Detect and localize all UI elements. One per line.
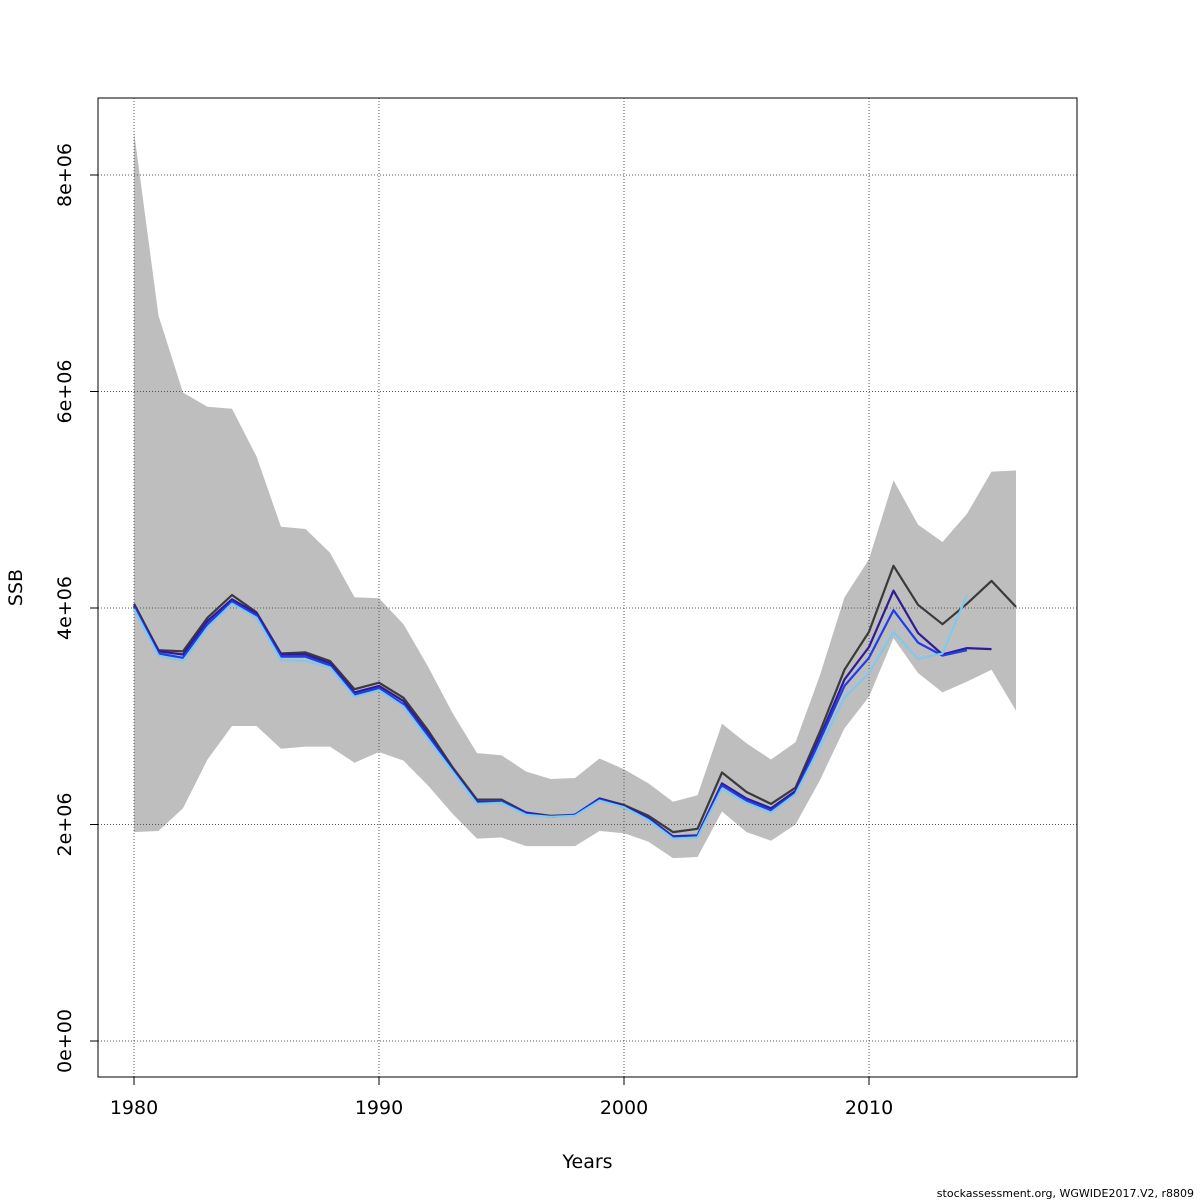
x-tick-label: 1980: [110, 1097, 158, 1119]
x-tick-label: 2000: [600, 1097, 648, 1119]
plot-frame: [97, 97, 1078, 1078]
confidence-band-layer: [134, 131, 1016, 859]
series-line-4: [133, 594, 969, 840]
x-tick-label: 2010: [845, 1097, 893, 1119]
y-tick-label: 6e+06: [54, 360, 76, 424]
grid-layer: [98, 98, 1077, 1077]
ticks-layer: 1980 1990 2000 2010 0e+00 2e+06 4e+06 6e+06 8e+0…: [54, 143, 893, 1119]
y-tick-label: 2e+06: [54, 793, 76, 857]
x-tick-label: 1990: [355, 1097, 403, 1119]
series-layer: [133, 564, 1017, 840]
y-axis-title: SSB: [5, 569, 27, 606]
y-tick-label: 4e+06: [54, 576, 76, 640]
credit-text: stockassessment.org, WGWIDE2017.V2, r880…: [937, 1187, 1194, 1200]
y-tick-label: 8e+06: [54, 143, 76, 207]
x-axis-title: Years: [561, 1151, 612, 1173]
y-tick-label: 0e+00: [54, 1009, 76, 1073]
confidence-band: [134, 131, 1016, 859]
